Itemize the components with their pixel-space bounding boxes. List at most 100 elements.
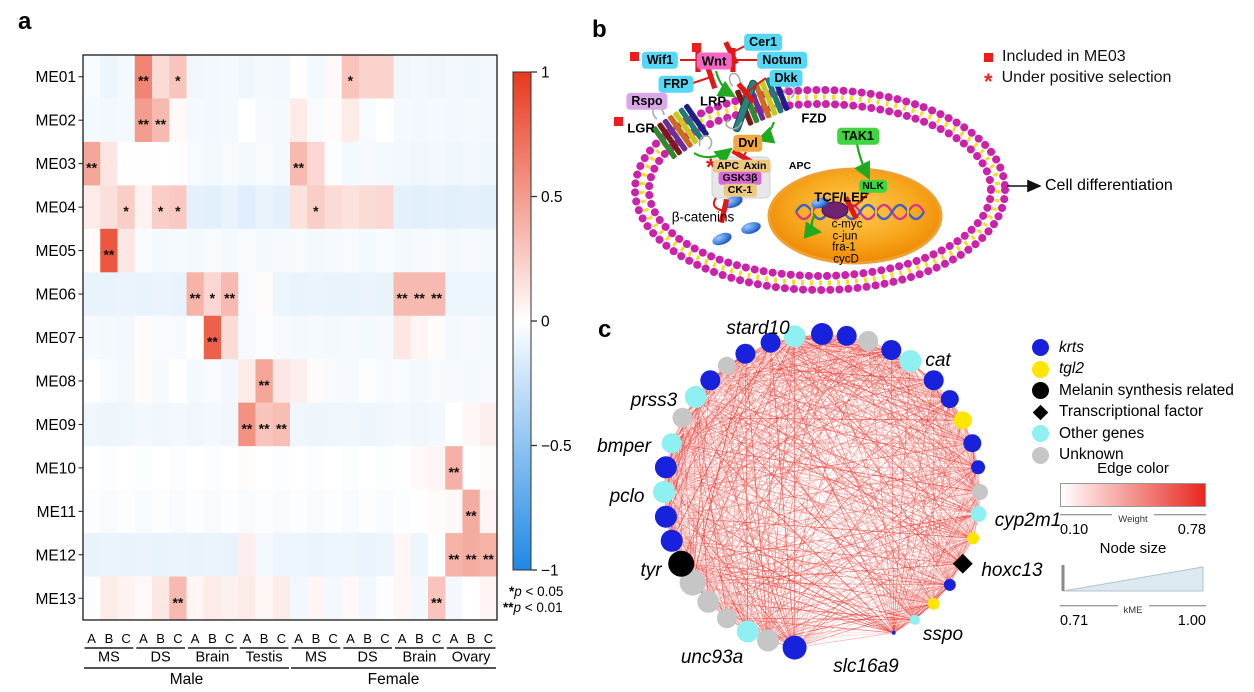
heatmap-cell — [169, 359, 187, 404]
heatmap-cell — [238, 533, 256, 577]
heatmap-cell — [290, 402, 308, 447]
heatmap-cell — [307, 315, 325, 360]
svg-text:C: C — [484, 631, 493, 646]
heatmap-cell — [169, 576, 187, 621]
heatmap-cell — [203, 141, 222, 186]
heatmap-cell — [307, 272, 325, 317]
heatmap-cell — [203, 446, 222, 490]
heatmap-cell — [186, 55, 205, 99]
heatmap-cell — [479, 185, 498, 230]
heatmap-cell — [479, 228, 498, 273]
heatmap-cell — [134, 533, 153, 577]
heatmap-cell — [376, 315, 394, 360]
heatmap-cell — [479, 359, 498, 404]
heatmap-cell — [410, 359, 429, 404]
network-node — [783, 325, 806, 348]
heatmap-cell — [134, 446, 153, 490]
heatmap-cell — [169, 446, 187, 490]
heatmap-cell — [359, 576, 377, 621]
heatmap-cell — [393, 402, 412, 447]
gene-label-tyr: tyr — [640, 560, 662, 581]
network-node — [672, 407, 693, 428]
heatmap-cell — [428, 228, 446, 273]
network-edges — [663, 333, 981, 648]
svg-text:**: ** — [103, 247, 114, 263]
heatmap-cell — [307, 576, 325, 621]
heatmap-cell — [117, 55, 136, 99]
network-node — [909, 614, 920, 625]
network-node — [972, 484, 988, 500]
heatmap-cell — [290, 228, 308, 273]
heatmap-cell — [462, 55, 481, 99]
legend-item: krts — [1032, 337, 1234, 359]
svg-text:*: * — [175, 203, 181, 219]
heatmap-cell — [479, 576, 498, 621]
heatmap-cell — [255, 98, 274, 143]
heatmap-cell — [203, 533, 222, 577]
heatmap-cell — [100, 315, 118, 360]
network-node — [927, 597, 940, 610]
node-size-title: Node size — [1099, 540, 1167, 557]
red-asterisk-icon: * — [984, 69, 993, 94]
svg-text:DS: DS — [151, 650, 171, 666]
network-node — [971, 460, 986, 475]
svg-text:B: B — [415, 631, 424, 646]
heatmap-cell — [100, 272, 118, 317]
heatmap-cell — [393, 359, 412, 404]
network-node — [716, 608, 737, 629]
heatmap-cell — [186, 185, 205, 230]
gene-label-unc93a: unc93a — [681, 647, 743, 668]
circle-swatch-icon — [1032, 360, 1049, 378]
heatmap-cell — [272, 272, 291, 317]
heatmap-cell — [307, 359, 325, 404]
network-node — [717, 356, 736, 375]
heatmap-cell — [100, 359, 118, 404]
legend-selection-label: Under positive selection — [1001, 69, 1172, 86]
svg-text:0: 0 — [541, 314, 550, 331]
heatmap-cell — [290, 359, 308, 404]
heatmap-cell — [134, 55, 153, 99]
network-node — [782, 635, 807, 660]
heatmap-cell — [134, 185, 153, 230]
svg-text:**: ** — [448, 551, 459, 567]
svg-text:ME12: ME12 — [36, 547, 77, 564]
heatmap-cell — [290, 489, 308, 534]
heatmap-cell — [376, 141, 394, 186]
heatmap-cell — [100, 446, 118, 490]
heatmap-cell — [428, 402, 446, 447]
heatmap-cell — [324, 533, 343, 577]
edge-color-title: Edge color — [1097, 460, 1169, 477]
svg-text:B: B — [467, 631, 476, 646]
apc-cell-label: APC — [788, 159, 812, 172]
heatmap-cell — [221, 489, 239, 534]
heatmap-cell — [393, 446, 412, 490]
svg-text:C: C — [121, 631, 130, 646]
svg-text:*: * — [348, 73, 354, 89]
edge-color-legend: Edge color Weight 0.10 0.78 — [1060, 460, 1206, 538]
edge-color-gradient — [1060, 483, 1206, 507]
circle-swatch-icon — [1032, 382, 1049, 400]
heatmap-cell — [238, 576, 256, 621]
heatmap-cell — [410, 446, 429, 490]
panel-c-letter: c — [598, 316, 612, 343]
svg-text:ME04: ME04 — [36, 200, 77, 217]
heatmap-cell — [83, 576, 101, 621]
svg-text:**: ** — [155, 116, 166, 132]
heatmap-cell — [307, 489, 325, 534]
heatmap-cell — [290, 446, 308, 490]
heatmap-cell — [324, 402, 343, 447]
heatmap-cell — [169, 228, 187, 273]
legend-item-label: tgl2 — [1059, 360, 1084, 378]
heatmap-cell — [359, 359, 377, 404]
svg-text:0.5: 0.5 — [541, 189, 563, 206]
heatmap-cell — [272, 576, 291, 621]
svg-text:ME01: ME01 — [36, 69, 77, 86]
legend-included-label: Included in ME03 — [1002, 48, 1126, 65]
network-node — [757, 629, 779, 652]
network-panel: cat cyp2m1 hoxc13 sspo slc16a9 unc93a tyr pclo b… — [597, 318, 1061, 677]
heatmap-cell — [290, 315, 308, 360]
heatmap-cell — [445, 446, 463, 490]
heatmap-cell — [255, 533, 274, 577]
frp-label: FRP — [658, 75, 694, 93]
heatmap-cell — [117, 446, 136, 490]
